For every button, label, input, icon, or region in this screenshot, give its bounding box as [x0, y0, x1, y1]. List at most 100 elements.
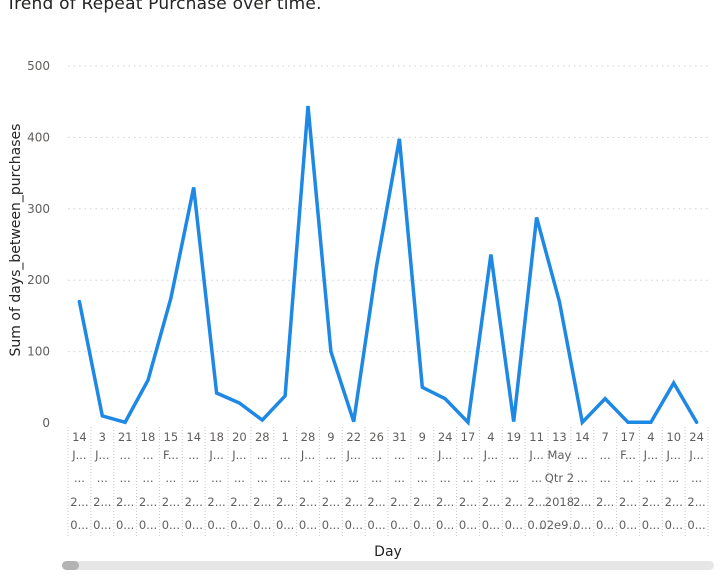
x-tick-label: 11	[529, 430, 544, 444]
y-tick-label: 500	[27, 59, 50, 73]
x-hierarchy-label: 0...	[162, 518, 180, 532]
x-hierarchy-label: 2...	[299, 495, 317, 509]
x-hierarchy-label: ...	[143, 448, 154, 462]
y-axis-label: Sum of days_between_purchases	[8, 124, 24, 357]
x-tick-label: 3	[99, 430, 106, 444]
x-hierarchy-label: ...	[485, 471, 496, 485]
x-hierarchy-label: 2...	[70, 495, 88, 509]
x-hierarchy-label: ...	[303, 471, 314, 485]
x-hierarchy-label: 0...	[230, 518, 248, 532]
x-hierarchy-label: 2...	[207, 495, 225, 509]
x-tick-label: 4	[647, 430, 654, 444]
x-hierarchy-label: Qtr 2	[545, 471, 574, 485]
x-hierarchy-label: 2...	[459, 495, 477, 509]
x-hierarchy-label: F...	[620, 448, 636, 462]
x-hierarchy-label: 0...	[413, 518, 431, 532]
x-hierarchy-label: 0...	[70, 518, 88, 532]
x-tick-label: 22	[346, 430, 361, 444]
x-tick-label: 14	[72, 430, 87, 444]
x-tick-label: 28	[301, 430, 316, 444]
x-hierarchy-label: 0...	[276, 518, 294, 532]
x-tick-label: 24	[689, 430, 704, 444]
x-hierarchy-label: 0...	[436, 518, 454, 532]
y-tick-label: 300	[27, 202, 50, 216]
x-hierarchy-label: 2...	[573, 495, 591, 509]
x-tick-label: 13	[552, 430, 567, 444]
x-hierarchy-label: 2...	[116, 495, 134, 509]
x-hierarchy-label: ...	[234, 471, 245, 485]
x-hierarchy-label: ...	[97, 471, 108, 485]
x-tick-label: 14	[575, 430, 590, 444]
horizontal-scrollbar[interactable]	[62, 561, 714, 570]
x-hierarchy-label: 2...	[345, 495, 363, 509]
x-tick-label: 18	[209, 430, 224, 444]
x-hierarchy-label: 02e9...	[539, 518, 579, 532]
x-hierarchy-label: 2...	[185, 495, 203, 509]
x-hierarchy-label: 2...	[93, 495, 111, 509]
x-hierarchy-label: J...	[346, 448, 361, 462]
x-hierarchy-label: J...	[688, 448, 703, 462]
x-hierarchy-label: J...	[437, 448, 452, 462]
y-tick-label: 400	[27, 130, 50, 144]
x-hierarchy-label: ...	[325, 471, 336, 485]
x-hierarchy-label: J...	[483, 448, 498, 462]
x-hierarchy-label: J...	[231, 448, 246, 462]
x-hierarchy-label: ...	[257, 448, 268, 462]
x-hierarchy-label: 0...	[139, 518, 157, 532]
x-hierarchy-label: ...	[371, 448, 382, 462]
x-hierarchy-label: 0...	[642, 518, 660, 532]
x-hierarchy-label: J...	[643, 448, 658, 462]
x-hierarchy-label: 0...	[253, 518, 271, 532]
x-hierarchy-label: J...	[300, 448, 315, 462]
x-hierarchy-label: 2...	[322, 495, 340, 509]
x-hierarchy-label: 2...	[527, 495, 545, 509]
x-tick-label: 7	[601, 430, 608, 444]
x-hierarchy-label: ...	[508, 448, 519, 462]
x-tick-label: 26	[369, 430, 384, 444]
x-hierarchy-label: 2...	[162, 495, 180, 509]
x-tick-label: 28	[255, 430, 270, 444]
x-hierarchy-label: ...	[417, 448, 428, 462]
x-tick-label: 17	[621, 430, 636, 444]
x-hierarchy-label: 2...	[505, 495, 523, 509]
x-hierarchy-label: May	[548, 448, 572, 462]
x-hierarchy-label: ...	[600, 448, 611, 462]
x-hierarchy-label: ...	[645, 471, 656, 485]
x-tick-label: 19	[506, 430, 521, 444]
x-hierarchy-label: ...	[257, 471, 268, 485]
x-hierarchy-label: 2...	[413, 495, 431, 509]
x-hierarchy-label: 2...	[619, 495, 637, 509]
x-hierarchy-label: 0...	[390, 518, 408, 532]
x-hierarchy-label: ...	[440, 471, 451, 485]
x-hierarchy-label: ...	[120, 471, 131, 485]
x-hierarchy-label: 0...	[482, 518, 500, 532]
x-axis-label: Day	[374, 544, 402, 560]
x-hierarchy-label: 2...	[367, 495, 385, 509]
x-tick-label: 21	[118, 430, 133, 444]
x-tick-label: 31	[392, 430, 407, 444]
x-hierarchy-label: ...	[531, 471, 542, 485]
x-hierarchy-label: J...	[528, 448, 543, 462]
y-tick-label: 100	[27, 345, 50, 359]
x-tick-label: 9	[419, 430, 426, 444]
x-hierarchy-label: 0...	[573, 518, 591, 532]
x-hierarchy-label: 0...	[93, 518, 111, 532]
x-hierarchy-label: ...	[325, 448, 336, 462]
x-hierarchy-label: ...	[668, 471, 679, 485]
scrollbar-thumb[interactable]	[62, 561, 79, 570]
x-tick-label: 15	[164, 430, 179, 444]
x-hierarchy-label: ...	[143, 471, 154, 485]
x-hierarchy-label: F...	[163, 448, 179, 462]
x-hierarchy-label: ...	[211, 471, 222, 485]
x-tick-label: 10	[666, 430, 681, 444]
x-hierarchy-label: ...	[394, 448, 405, 462]
x-tick-label: 9	[327, 430, 334, 444]
x-hierarchy-label: 0...	[345, 518, 363, 532]
x-hierarchy-label: 0...	[299, 518, 317, 532]
x-hierarchy-label: ...	[280, 471, 291, 485]
x-hierarchy-label: 0...	[459, 518, 477, 532]
x-hierarchy-label: 2...	[253, 495, 271, 509]
x-hierarchy-label: 2...	[436, 495, 454, 509]
x-hierarchy-label: ...	[691, 471, 702, 485]
x-hierarchy-label: 0...	[367, 518, 385, 532]
